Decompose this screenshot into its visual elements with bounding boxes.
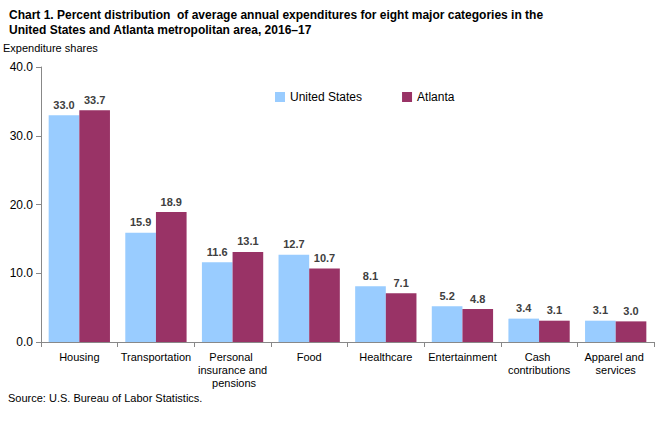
svg-text:33.0: 33.0 bbox=[53, 99, 74, 111]
svg-text:Transportation: Transportation bbox=[121, 351, 192, 363]
svg-text:18.9: 18.9 bbox=[161, 196, 182, 208]
svg-text:40.0: 40.0 bbox=[10, 60, 34, 74]
svg-text:Cash: Cash bbox=[525, 351, 554, 363]
svg-text:Personal: Personal bbox=[209, 351, 255, 363]
svg-text:10.0: 10.0 bbox=[10, 266, 34, 280]
svg-text:33.7: 33.7 bbox=[84, 94, 105, 106]
svg-text:10.7: 10.7 bbox=[314, 252, 335, 264]
svg-text:4.8: 4.8 bbox=[470, 293, 485, 305]
svg-text:contributions: contributions bbox=[508, 364, 571, 376]
svg-text:0.0: 0.0 bbox=[16, 335, 33, 349]
svg-text:12.7: 12.7 bbox=[283, 238, 304, 250]
svg-text:15.9: 15.9 bbox=[130, 216, 151, 228]
svg-text:insurance and: insurance and bbox=[198, 364, 267, 376]
svg-text:3.1: 3.1 bbox=[593, 304, 608, 316]
svg-text:Housing: Housing bbox=[59, 351, 99, 363]
svg-text:3.0: 3.0 bbox=[623, 305, 638, 317]
svg-text:11.6: 11.6 bbox=[207, 246, 228, 258]
svg-text:Entertainment: Entertainment bbox=[428, 351, 496, 363]
svg-text:7.1: 7.1 bbox=[393, 277, 408, 289]
svg-text:United States and Atlanta metr: United States and Atlanta metropolitan a… bbox=[9, 23, 312, 37]
svg-text:Apparel and: Apparel and bbox=[584, 351, 646, 363]
svg-text:Healthcare: Healthcare bbox=[359, 351, 412, 363]
svg-text:13.1: 13.1 bbox=[237, 235, 258, 247]
svg-text:3.1: 3.1 bbox=[547, 304, 562, 316]
svg-text:Expenditure shares: Expenditure shares bbox=[3, 42, 98, 54]
svg-text:Food: Food bbox=[297, 351, 322, 363]
svg-text:20.0: 20.0 bbox=[10, 198, 34, 212]
svg-text:5.2: 5.2 bbox=[439, 290, 454, 302]
svg-text:3.4: 3.4 bbox=[516, 302, 532, 314]
svg-text:services: services bbox=[596, 364, 637, 376]
svg-text:Chart 1. Percent distribution: Chart 1. Percent distribution of average… bbox=[9, 8, 546, 22]
svg-text:8.1: 8.1 bbox=[363, 270, 378, 282]
svg-text:Source: U.S. Bureau of Labor S: Source: U.S. Bureau of Labor Statistics. bbox=[8, 392, 202, 404]
svg-text:30.0: 30.0 bbox=[10, 129, 34, 143]
svg-text:United States: United States bbox=[290, 90, 362, 104]
svg-text:pensions: pensions bbox=[209, 377, 257, 389]
svg-text:Atlanta: Atlanta bbox=[417, 90, 455, 104]
